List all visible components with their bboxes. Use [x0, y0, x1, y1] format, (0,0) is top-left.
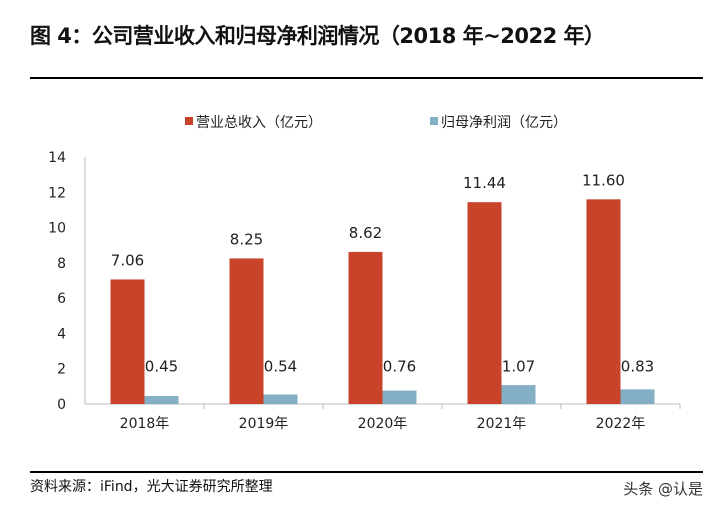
bar-revenue	[229, 258, 264, 404]
y-tick-label: 0	[57, 397, 66, 413]
x-tick-label: 2018年	[120, 416, 170, 432]
legend-label: 归母净利润（亿元）	[441, 114, 567, 131]
bar-revenue	[110, 279, 145, 404]
bar-net-profit	[501, 385, 536, 404]
bar-revenue	[467, 202, 502, 404]
legend-swatch	[185, 117, 193, 125]
x-tick-label: 2019年	[239, 416, 289, 432]
x-tick-label: 2021年	[477, 416, 527, 432]
data-label: 8.25	[230, 230, 263, 248]
title-divider	[30, 77, 703, 79]
source-note: 资料来源：iFind，光大证券研究所整理	[30, 479, 273, 495]
y-tick-label: 8	[57, 256, 66, 272]
data-label: 0.54	[264, 358, 297, 376]
y-tick-label: 10	[48, 221, 66, 237]
data-label: 0.83	[621, 358, 654, 376]
data-label: 1.07	[502, 358, 535, 376]
y-tick-label: 4	[57, 326, 66, 342]
y-tick-label: 12	[48, 185, 66, 201]
legend-swatch	[430, 117, 438, 125]
data-label: 11.44	[463, 174, 506, 192]
bar-revenue	[348, 251, 383, 404]
bar-net-profit	[382, 390, 417, 404]
footer-divider	[30, 471, 703, 473]
x-tick-label: 2022年	[596, 416, 646, 432]
bar-net-profit	[263, 394, 298, 404]
x-tick-label: 2020年	[358, 416, 408, 432]
data-label: 8.62	[349, 224, 382, 242]
y-tick-label: 2	[57, 362, 66, 378]
legend-label: 营业总收入（亿元）	[196, 115, 322, 131]
data-label: 7.06	[111, 251, 144, 269]
bar-revenue	[586, 199, 621, 404]
chart-title: 图 4：公司营业收入和归母净利润情况（2018 年~2022 年）	[30, 24, 605, 48]
y-tick-label: 6	[57, 291, 66, 307]
bar-net-profit	[144, 396, 179, 404]
data-label: 11.60	[582, 171, 625, 189]
bar-net-profit	[620, 389, 655, 404]
data-label: 0.45	[145, 358, 178, 376]
data-label: 0.76	[383, 358, 416, 376]
y-tick-label: 14	[48, 150, 66, 166]
watermark: 头条 @认是	[623, 480, 703, 498]
